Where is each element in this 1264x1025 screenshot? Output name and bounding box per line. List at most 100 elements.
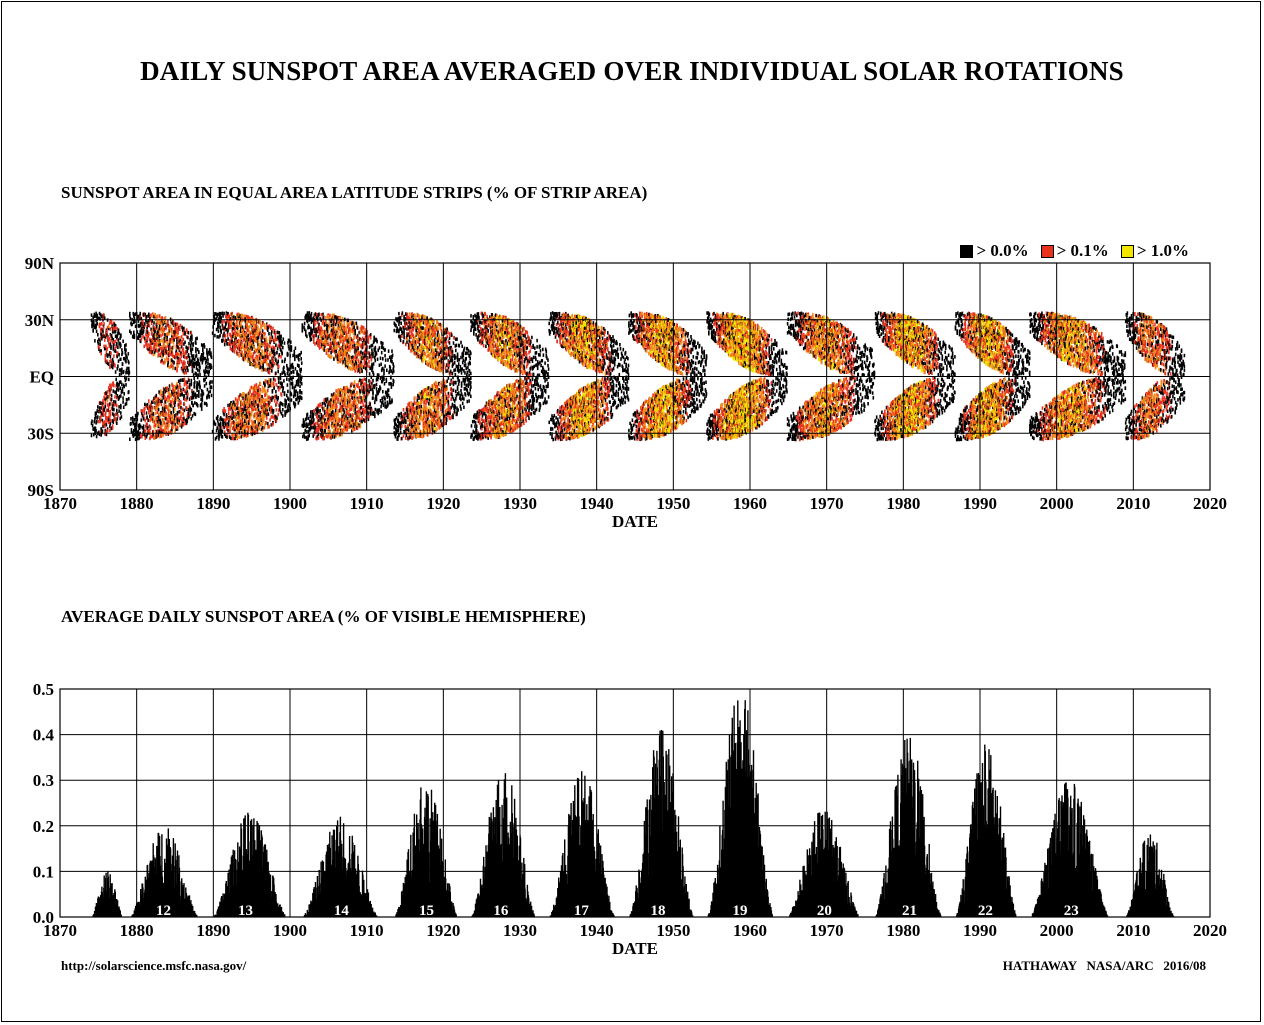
butterfly-cell [244,407,246,411]
butterfly-cell [238,342,240,346]
butterfly-cell [158,314,161,318]
butterfly-cell [103,344,105,349]
butterfly-cell [179,346,181,351]
butterfly-cell [248,411,251,415]
butterfly-cell [170,393,172,397]
butterfly-cell [116,387,118,392]
butterfly-cell [173,385,176,389]
butterfly-cell [335,349,337,354]
butterfly-cell [261,352,263,356]
butterfly-cell [105,335,107,339]
butterfly-cell [179,410,182,414]
butterfly-cell [109,421,112,425]
butterfly-cell [277,380,280,384]
butterfly-cell [257,413,260,417]
butterfly-cell [254,400,257,404]
butterfly-cell [104,353,107,358]
butterfly-cell [262,411,264,416]
butterfly-cell [149,337,151,342]
butterfly-cell [165,336,167,340]
butterfly-cell [173,401,175,405]
butterfly-cell [249,397,252,402]
butterfly-cell [120,405,122,410]
butterfly-cell [207,370,209,375]
butterfly-cell [159,417,162,421]
butterfly-cell [259,347,262,351]
butterfly-cell [319,409,321,413]
butterfly-cell [240,321,242,326]
butterfly-cell [217,433,220,438]
butterfly-cell [139,315,141,319]
butterfly-cell [240,419,242,424]
butterfly-cell [150,400,153,404]
butterfly-cell [188,404,191,409]
butterfly-cell [275,343,277,347]
butterfly-cell [158,348,160,352]
butterfly-cell [158,402,160,407]
butterfly-cell [117,359,120,363]
butterfly-cell [253,405,256,410]
butterfly-cell [265,413,268,417]
butterfly-cell [158,417,160,422]
butterfly-cell [174,333,176,338]
butterfly-cell [173,419,175,424]
butterfly-cell [298,376,300,381]
butterfly-cell [225,338,228,343]
butterfly-cell [342,339,345,344]
butterfly-cell [343,322,346,327]
butterfly-cell [227,411,230,415]
butterfly-cell [323,435,325,440]
butterfly-cell [190,408,193,412]
butterfly-cell [235,421,237,425]
butterfly-cell [263,334,265,338]
butterfly-cell [133,316,136,321]
butterfly-cell [167,420,170,424]
butterfly-cell [167,427,169,431]
butterfly-cell [181,392,183,397]
butterfly-cell [176,322,179,327]
butterfly-cell [197,359,199,363]
butterfly-cell [236,321,239,326]
butterfly-cell [192,403,194,407]
butterfly-cell [105,408,108,413]
butterfly-cell [156,410,159,415]
butterfly-cell [128,370,131,375]
butterfly-cell [336,345,338,349]
butterfly-cell [99,338,101,343]
butterfly-cell [244,332,246,336]
butterfly-cell [326,329,329,334]
butterfly-cell [99,430,102,435]
butterfly-cell [120,380,122,384]
butterfly-cell [165,425,168,430]
butterfly-cell [264,343,267,347]
butterfly-cell [342,360,344,364]
butterfly-cell [242,330,245,334]
butterfly-cell [173,330,175,334]
butterfly-cell [234,347,236,351]
butterfly-cell [260,427,263,431]
butterfly-cell [244,314,246,319]
butterfly-cell [163,328,166,332]
butterfly-cell [156,416,159,421]
butterfly-cell [150,403,152,407]
butterfly-cell [173,414,176,418]
butterfly-cell [358,395,360,400]
butterfly-cell [108,344,111,349]
butterfly-cell [355,362,358,366]
butterfly-cell [282,337,285,341]
butterfly-cell [233,326,236,331]
butterfly-cell [246,320,248,324]
butterfly-cell [119,416,121,421]
butterfly-cell [140,326,143,330]
butterfly-cell [100,351,102,356]
butterfly-cell [236,329,239,334]
butterfly-cell [276,416,278,420]
butterfly-cell [263,355,265,359]
butterfly-cell [246,397,248,401]
butterfly-cell [102,316,104,321]
butterfly-cell [110,338,112,343]
butterfly-cell [198,380,201,384]
butterfly-cell [241,334,244,338]
butterfly-cell [172,354,175,359]
butterfly-cell [256,411,259,416]
